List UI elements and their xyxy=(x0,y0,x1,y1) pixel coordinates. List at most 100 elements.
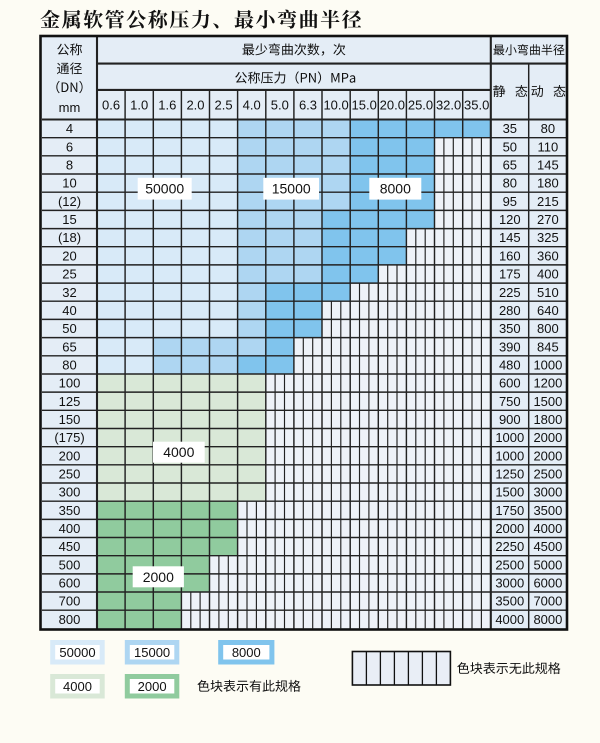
svg-text:175: 175 xyxy=(499,267,521,282)
svg-text:1250: 1250 xyxy=(495,467,524,482)
svg-text:20.0: 20.0 xyxy=(380,97,405,112)
svg-text:50: 50 xyxy=(503,139,517,154)
svg-text:65: 65 xyxy=(62,339,76,354)
svg-text:4.0: 4.0 xyxy=(243,97,261,112)
svg-text:4500: 4500 xyxy=(533,539,562,554)
svg-text:1.6: 1.6 xyxy=(158,97,176,112)
svg-text:35.0: 35.0 xyxy=(464,97,489,112)
svg-text:2000: 2000 xyxy=(138,679,167,694)
svg-text:270: 270 xyxy=(537,212,559,227)
svg-text:2.0: 2.0 xyxy=(186,97,204,112)
svg-text:10: 10 xyxy=(62,176,76,191)
svg-text:15: 15 xyxy=(62,212,76,227)
svg-text:400: 400 xyxy=(59,521,81,536)
svg-text:3000: 3000 xyxy=(495,576,524,591)
svg-text:4000: 4000 xyxy=(495,612,524,627)
svg-text:95: 95 xyxy=(503,194,517,209)
svg-text:4: 4 xyxy=(66,121,73,136)
svg-text:6000: 6000 xyxy=(533,576,562,591)
svg-text:1000: 1000 xyxy=(533,358,562,373)
svg-text:2000: 2000 xyxy=(533,430,562,445)
svg-text:35: 35 xyxy=(503,121,517,136)
svg-text:110: 110 xyxy=(538,139,559,154)
svg-text:500: 500 xyxy=(59,557,81,572)
svg-text:700: 700 xyxy=(59,594,81,609)
svg-text:1000: 1000 xyxy=(495,448,524,463)
svg-text:845: 845 xyxy=(537,339,559,354)
svg-text:200: 200 xyxy=(59,448,81,463)
svg-text:15000: 15000 xyxy=(134,645,170,660)
svg-text:800: 800 xyxy=(537,321,559,336)
svg-text:(175): (175) xyxy=(54,430,84,445)
svg-text:(18): (18) xyxy=(58,230,81,245)
svg-text:800: 800 xyxy=(59,612,81,627)
svg-text:125: 125 xyxy=(59,394,81,409)
svg-text:1200: 1200 xyxy=(533,376,562,391)
svg-text:80: 80 xyxy=(503,176,517,191)
svg-text:32.0: 32.0 xyxy=(436,97,461,112)
svg-text:15000: 15000 xyxy=(272,181,311,197)
svg-text:150: 150 xyxy=(59,412,81,427)
svg-text:145: 145 xyxy=(499,230,521,245)
svg-text:225: 225 xyxy=(499,285,521,300)
svg-text:360: 360 xyxy=(537,248,559,263)
svg-text:32: 32 xyxy=(62,285,76,300)
svg-text:2000: 2000 xyxy=(495,521,524,536)
svg-text:1.0: 1.0 xyxy=(130,97,148,112)
svg-text:40: 40 xyxy=(62,303,76,318)
svg-text:600: 600 xyxy=(59,576,81,591)
svg-text:4000: 4000 xyxy=(163,444,194,460)
svg-text:25.0: 25.0 xyxy=(408,97,433,112)
svg-text:390: 390 xyxy=(499,339,521,354)
svg-text:145: 145 xyxy=(537,158,559,173)
svg-text:8000: 8000 xyxy=(232,645,261,660)
svg-text:4000: 4000 xyxy=(63,679,92,694)
svg-text:280: 280 xyxy=(499,303,521,318)
svg-text:8000: 8000 xyxy=(533,612,562,627)
svg-text:7000: 7000 xyxy=(533,594,562,609)
svg-text:3500: 3500 xyxy=(495,594,524,609)
svg-text:50000: 50000 xyxy=(145,181,184,197)
svg-text:80: 80 xyxy=(541,121,555,136)
svg-text:25: 25 xyxy=(62,267,76,282)
svg-text:65: 65 xyxy=(503,158,517,173)
svg-text:250: 250 xyxy=(59,467,81,482)
svg-text:325: 325 xyxy=(537,230,559,245)
svg-text:350: 350 xyxy=(59,503,81,518)
svg-text:120: 120 xyxy=(499,212,521,227)
svg-text:450: 450 xyxy=(59,539,81,554)
svg-text:20: 20 xyxy=(62,248,76,263)
svg-text:6: 6 xyxy=(66,139,73,154)
svg-text:2250: 2250 xyxy=(495,539,524,554)
svg-text:1750: 1750 xyxy=(495,503,524,518)
svg-text:215: 215 xyxy=(537,194,559,209)
svg-text:6.3: 6.3 xyxy=(299,97,317,112)
svg-text:1500: 1500 xyxy=(495,485,524,500)
svg-text:400: 400 xyxy=(537,267,559,282)
svg-text:50: 50 xyxy=(62,321,76,336)
svg-text:50000: 50000 xyxy=(59,645,95,660)
svg-text:3000: 3000 xyxy=(533,485,562,500)
svg-text:5000: 5000 xyxy=(533,557,562,572)
svg-text:100: 100 xyxy=(59,376,81,391)
svg-text:480: 480 xyxy=(499,358,521,373)
svg-text:2000: 2000 xyxy=(533,448,562,463)
svg-text:10.0: 10.0 xyxy=(323,97,348,112)
svg-text:600: 600 xyxy=(499,376,521,391)
svg-text:2000: 2000 xyxy=(143,569,174,585)
svg-text:1000: 1000 xyxy=(495,430,524,445)
svg-text:160: 160 xyxy=(499,248,521,263)
svg-text:2.5: 2.5 xyxy=(215,97,233,112)
svg-text:0.6: 0.6 xyxy=(102,97,120,112)
svg-text:(12): (12) xyxy=(58,194,81,209)
svg-text:180: 180 xyxy=(537,176,559,191)
svg-text:640: 640 xyxy=(537,303,559,318)
svg-text:8000: 8000 xyxy=(380,181,411,197)
svg-text:80: 80 xyxy=(62,358,76,373)
svg-text:2500: 2500 xyxy=(495,557,524,572)
svg-text:4000: 4000 xyxy=(533,521,562,536)
svg-text:750: 750 xyxy=(499,394,521,409)
svg-text:2500: 2500 xyxy=(533,467,562,482)
svg-text:1500: 1500 xyxy=(533,394,562,409)
svg-text:mm: mm xyxy=(59,100,81,115)
